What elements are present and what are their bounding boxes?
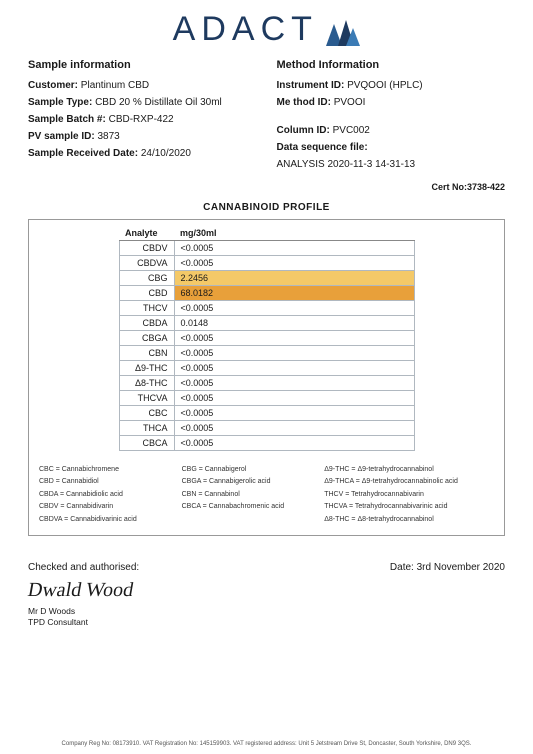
legend-item: THCV = Tetrahydrocannabivarin — [324, 490, 494, 501]
col-analyte: Analyte — [119, 226, 174, 241]
analyte-name: Δ8-THC — [119, 375, 174, 390]
table-row: CBC<0.0005 — [119, 405, 414, 420]
analyte-name: CBD — [119, 285, 174, 300]
analyte-value: <0.0005 — [174, 240, 414, 255]
analyte-name: Δ9-THC — [119, 360, 174, 375]
analyte-name: THCVA — [119, 390, 174, 405]
checked-label: Checked and authorised: — [28, 562, 139, 573]
legend-item: CBGA = Cannabigerolic acid — [182, 477, 313, 488]
analyte-value: 2.2456 — [174, 270, 414, 285]
analyte-value: <0.0005 — [174, 435, 414, 450]
legend-item: THCVA = Tetrahydrocannabivarinic acid — [324, 502, 494, 513]
profile-title: CANNABINOID PROFILE — [28, 202, 505, 213]
legend-item: CBDA = Cannabidiolic acid — [39, 490, 170, 501]
signer-name: Mr D Woods — [28, 606, 139, 617]
analyte-name: CBG — [119, 270, 174, 285]
footer: Company Reg No: 08173910. VAT Registrati… — [28, 741, 505, 748]
analyte-name: CBDV — [119, 240, 174, 255]
table-row: THCV<0.0005 — [119, 300, 414, 315]
legend-item: Δ9-THCA = Δ9-tetrahydrocannabinolic acid — [324, 477, 494, 488]
table-row: Δ9-THC<0.0005 — [119, 360, 414, 375]
table-row: CBD68.0182 — [119, 285, 414, 300]
table-row: CBGA<0.0005 — [119, 330, 414, 345]
cert-number: Cert No:3738-422 — [28, 182, 505, 192]
analyte-name: CBN — [119, 345, 174, 360]
auth-date: Date: 3rd November 2020 — [390, 562, 505, 628]
analyte-value: <0.0005 — [174, 405, 414, 420]
legend: CBC = Cannabichromene CBG = Cannabigerol Δ… — [39, 465, 494, 526]
sample-info: Sample information Customer: Plantinum C… — [28, 57, 257, 174]
analyte-name: CBGA — [119, 330, 174, 345]
analyte-value: <0.0005 — [174, 345, 414, 360]
analyte-table: Analyte mg/30ml CBDV<0.0005CBDVA<0.0005C… — [119, 226, 415, 451]
signer-title: TPD Consultant — [28, 617, 139, 628]
table-row: CBDVA<0.0005 — [119, 255, 414, 270]
table-row: THCA<0.0005 — [119, 420, 414, 435]
legend-item: CBDV = Cannabidivarin — [39, 502, 170, 513]
analyte-name: CBDA — [119, 315, 174, 330]
analyte-name: CBDVA — [119, 255, 174, 270]
signature-row: Checked and authorised: Dwald Wood Mr D … — [28, 562, 505, 628]
analyte-name: THCA — [119, 420, 174, 435]
logo-text: ADACT — [173, 10, 318, 48]
legend-item: Δ8-THC = Δ8-tetrahydrocannabinol — [324, 515, 494, 526]
legend-item: CBDVA = Cannabidivarinic acid — [39, 515, 170, 526]
legend-item — [182, 515, 313, 526]
table-row: THCVA<0.0005 — [119, 390, 414, 405]
info-grid: Sample information Customer: Plantinum C… — [28, 57, 505, 174]
analyte-value: <0.0005 — [174, 255, 414, 270]
analyte-name: CBCA — [119, 435, 174, 450]
sample-heading: Sample information — [28, 57, 257, 75]
legend-item: Δ9-THC = Δ9-tetrahydrocannabinol — [324, 465, 494, 476]
table-row: Δ8-THC<0.0005 — [119, 375, 414, 390]
method-heading: Method Information — [277, 57, 506, 75]
analyte-value: <0.0005 — [174, 375, 414, 390]
analyte-name: THCV — [119, 300, 174, 315]
analyte-value: 68.0182 — [174, 285, 414, 300]
analyte-value: <0.0005 — [174, 420, 414, 435]
table-row: CBDV<0.0005 — [119, 240, 414, 255]
legend-item: CBD = Cannabidiol — [39, 477, 170, 488]
analyte-name: CBC — [119, 405, 174, 420]
table-row: CBN<0.0005 — [119, 345, 414, 360]
col-mg: mg/30ml — [174, 226, 414, 241]
table-row: CBCA<0.0005 — [119, 435, 414, 450]
profile-box: Analyte mg/30ml CBDV<0.0005CBDVA<0.0005C… — [28, 219, 505, 537]
table-row: CBDA0.0148 — [119, 315, 414, 330]
legend-item: CBCA = Cannabachromenic acid — [182, 502, 313, 513]
logo-mark-icon — [326, 20, 360, 51]
table-row: CBG2.2456 — [119, 270, 414, 285]
analyte-value: <0.0005 — [174, 360, 414, 375]
analyte-value: <0.0005 — [174, 300, 414, 315]
analyte-value: <0.0005 — [174, 390, 414, 405]
legend-item: CBG = Cannabigerol — [182, 465, 313, 476]
legend-item: CBC = Cannabichromene — [39, 465, 170, 476]
analyte-value: 0.0148 — [174, 315, 414, 330]
logo: ADACT — [28, 10, 505, 51]
signature-image: Dwald Wood — [26, 579, 141, 602]
legend-item: CBN = Cannabinol — [182, 490, 313, 501]
method-info: Method Information Instrument ID: PVQOOI… — [277, 57, 506, 174]
analyte-value: <0.0005 — [174, 330, 414, 345]
